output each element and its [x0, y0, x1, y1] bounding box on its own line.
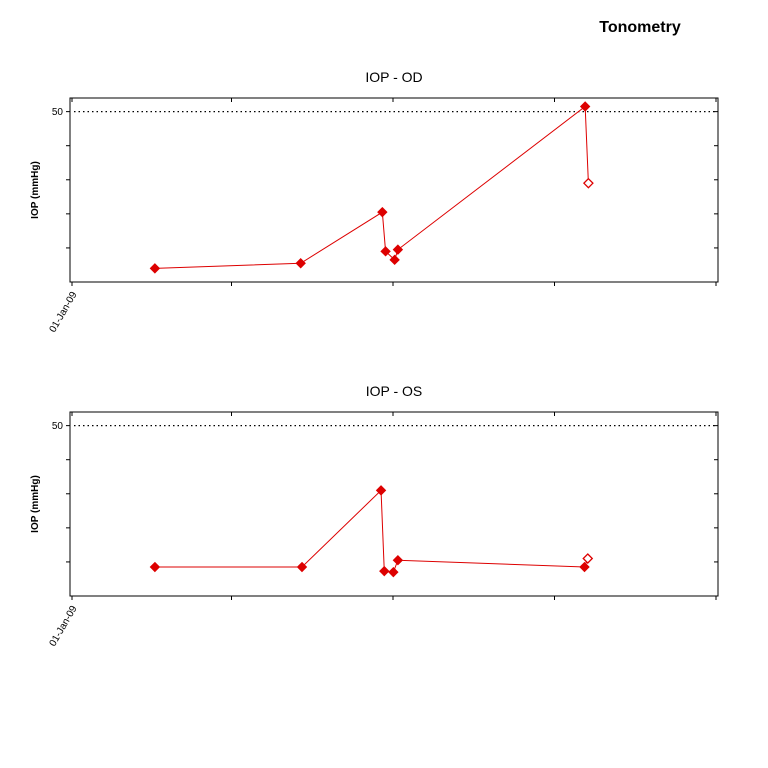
page-title: Tonometry	[599, 19, 681, 36]
chart-od: IOP - OD 50 IOP (mmHg) 01-Jan-09	[30, 69, 719, 335]
chart-title: IOP - OD	[365, 69, 422, 85]
data-point	[582, 177, 594, 189]
data-point	[379, 565, 390, 577]
plot-frame	[69, 97, 719, 283]
x-tick-label: 01-Jan-09	[48, 290, 80, 335]
data-point	[579, 561, 590, 573]
data-point	[377, 206, 388, 218]
y-axis-label: IOP (mmHg)	[30, 475, 41, 533]
data-point	[579, 101, 591, 112]
data-point	[582, 553, 594, 564]
data-point	[149, 263, 161, 274]
data-point	[380, 246, 391, 257]
data-point	[149, 561, 161, 573]
data-point	[296, 561, 308, 573]
chart-os: IOP - OS 50 IOP (mmHg) 01-Jan-09	[30, 383, 719, 649]
series-line	[154, 489, 589, 573]
y-tick-label: 50	[52, 107, 64, 118]
chart-title: IOP - OS	[366, 383, 423, 399]
data-point	[295, 258, 306, 269]
data-point	[392, 555, 404, 566]
series-line	[154, 105, 589, 269]
data-point	[389, 254, 400, 266]
data-point	[388, 566, 399, 578]
y-tick-label: 50	[52, 421, 64, 432]
data-point	[392, 244, 404, 255]
x-tick-label: 01-Jan-09	[48, 604, 80, 649]
plot-frame	[69, 411, 719, 597]
y-axis-label: IOP (mmHg)	[30, 161, 41, 219]
data-point	[375, 485, 387, 496]
